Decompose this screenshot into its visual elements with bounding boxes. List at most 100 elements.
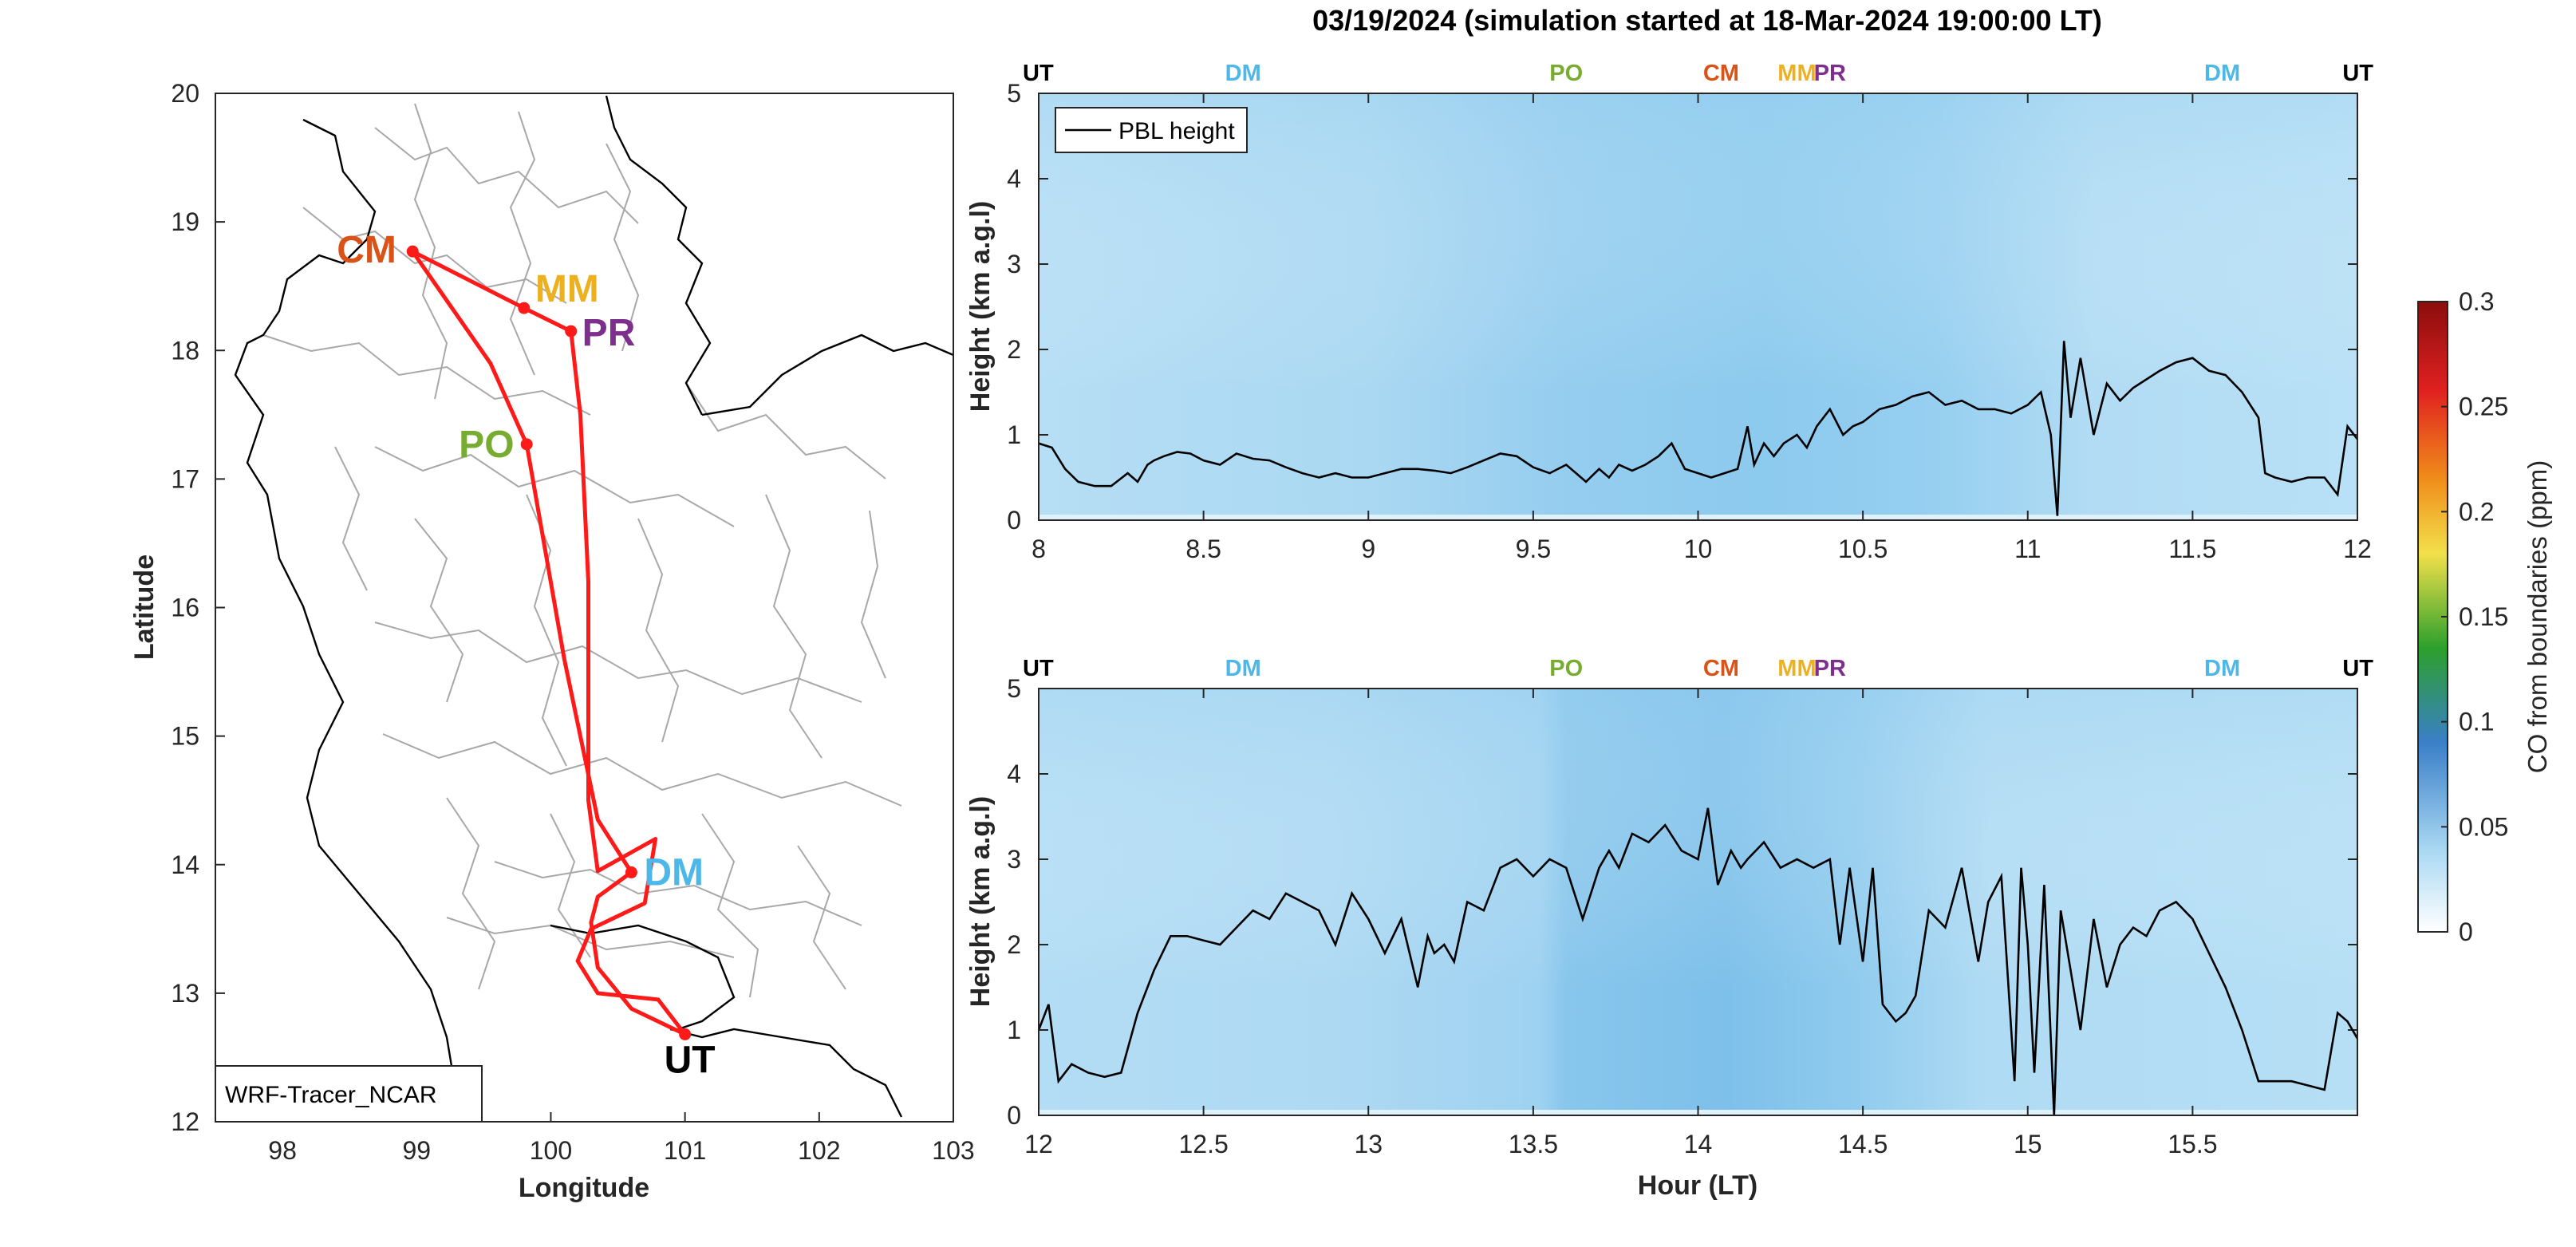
site-marker-label-po: PO [1549,656,1583,681]
bottom-y-ticks: 0 1 2 3 4 5 [1007,674,1048,1130]
boundary-line [262,334,591,416]
site-marker-label-pr: PR [1814,61,1846,86]
model-label-box [215,1065,483,1123]
ytick-label: 4 [1007,760,1021,788]
map-ytick-label: 20 [171,79,199,108]
map-xtick-label: 98 [268,1136,297,1165]
boundary-line [509,111,536,376]
site-marker-label-ut: UT [2342,656,2373,681]
xtick-label: 14 [1684,1130,1713,1158]
boundary-line [606,143,640,352]
site-marker-label-ut: UT [2342,61,2373,86]
figure-title: 03/19/2024 (simulation started at 18-Mar… [1312,4,2102,37]
boundary-line [414,518,464,703]
top-panel-gridlines [1038,93,2358,521]
map-xtick-label: 99 [402,1136,431,1165]
map-ytick-label: 15 [171,722,199,751]
xtick-label: 9.5 [1516,535,1551,563]
ytick-label: 1 [1007,1016,1021,1044]
boundary-line [701,813,759,998]
site-marker-label-mm: MM [1777,656,1816,681]
bottom-pbl-line [1037,807,2359,1116]
boundary-line [374,622,862,703]
ytick-label: 5 [1007,79,1021,108]
ytick-label: 5 [1007,674,1021,703]
coast-line [234,118,468,1123]
map-frame [215,93,954,1123]
site-marker-cm [406,245,419,258]
site-marker-dm [625,866,637,878]
boundary-line [550,813,591,958]
model-label: WRF-Tracer_NCAR [225,1082,437,1108]
map-ytick-label: 13 [171,979,199,1008]
map-xtick-label: 101 [664,1136,706,1165]
map-y-ticks: 12 13 14 15 16 17 18 19 20 [171,79,225,1136]
top-y-ticks: 0 1 2 3 4 5 [1007,79,1048,535]
site-marker-label-dm: DM [2204,61,2240,86]
bottom-xlabel: Hour (LT) [1638,1170,1757,1201]
map-ytick-label: 14 [171,850,199,879]
boundary-line [685,382,886,479]
ytick-label: 0 [1007,506,1021,535]
coast-line [550,924,736,1031]
ytick-label: 2 [1007,335,1021,364]
xtick-label: 12 [1024,1130,1053,1158]
coastline [234,95,954,1123]
xtick-label: 10.5 [1838,535,1888,563]
boundary-line [374,127,639,224]
xtick-label: 8 [1032,535,1046,563]
site-marker-label-pr: PR [1814,656,1846,681]
site-marker-label-mm: MM [1777,61,1816,86]
ytick-label: 3 [1007,845,1021,874]
site-marker-label-dm: DM [2204,656,2240,681]
xtick-label: 12 [2343,535,2372,563]
site-marker-label-dm: DM [1225,61,1261,86]
colorbar-tick-label: 0.3 [2459,287,2494,316]
map-site-label-mm: MM [535,268,599,310]
flight-route [410,249,687,1036]
site-marker-label-ut: UT [1023,656,1054,681]
legend-entry: PBL height [1118,118,1235,144]
map-ylabel: Latitude [129,554,160,660]
map-ytick-label: 18 [171,336,199,365]
xtick-label: 13 [1354,1130,1383,1158]
site-marker-label-cm: CM [1703,61,1739,86]
ytick-label: 1 [1007,420,1021,449]
boundary-line [382,733,902,807]
xtick-label: 14.5 [1838,1130,1888,1158]
map-x-ticks: 98 99 100 101 102 103 [268,1112,975,1165]
site-marker-ut [679,1028,692,1040]
colorbar: 0 0.05 0.1 0.15 0.2 0.25 0.3 CO from boundarie… [2417,287,2552,946]
province-boundaries [262,103,902,998]
map-site-label-ut: UT [665,1039,716,1081]
site-marker-mm [518,302,531,314]
colorbar-tick-label: 0 [2459,917,2473,946]
xtick-label: 11 [2014,535,2041,563]
legend: PBL height [1055,107,1248,153]
map-xlabel: Longitude [519,1173,649,1203]
boundary-line [374,446,735,527]
map-site-label-po: PO [459,424,514,466]
site-marker-po [520,438,533,451]
xtick-label: 9 [1361,535,1375,563]
boundary-line [797,845,846,990]
top-ylabel: Height (km a.g.l) [965,201,996,412]
xtick-label: 15.5 [2168,1130,2217,1158]
boundary-line [446,797,496,990]
colorbar-tick-label: 0.1 [2459,708,2494,736]
map-ytick-label: 17 [171,464,199,493]
top-pbl-line [1038,341,2359,516]
colorbar-label: CO from boundaries (ppm) [2523,460,2552,773]
coast-line [701,333,954,416]
map-xtick-label: 100 [530,1136,572,1165]
map-ytick-label: 19 [171,207,199,236]
boundary-line [494,861,862,926]
boundary-line [860,510,886,679]
map-site-label-cm: CM [337,229,396,271]
